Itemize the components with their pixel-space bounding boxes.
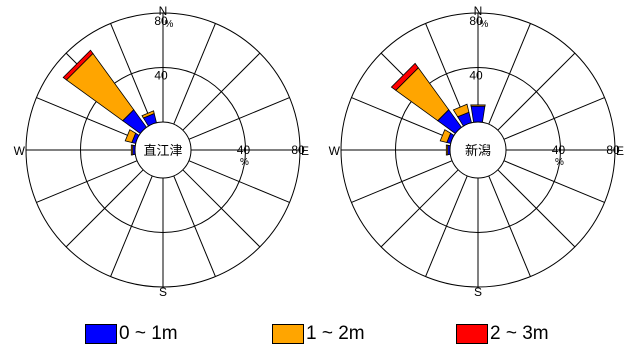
legend-swatch-0-1m [85, 324, 117, 344]
spoke-ENE [503, 97, 605, 140]
spoke-SE [182, 169, 261, 248]
petal-NW-3 [390, 62, 419, 91]
tick-north-40: 40 [469, 69, 483, 83]
spoke-NNE [173, 23, 216, 125]
spoke-SSW [110, 175, 153, 277]
legend-item-1-2m: 1 ~ 2m [272, 322, 365, 346]
spoke-NE [497, 52, 576, 131]
legend-label-0-1m: 0 ~ 1m [119, 323, 178, 344]
legend-item-2-3m: 2 ~ 3m [456, 322, 549, 346]
petal-NNW-2 [141, 110, 155, 119]
unit-east: % [240, 157, 249, 168]
spoke-ESE [503, 160, 605, 203]
station-label: 新潟 [465, 143, 491, 158]
wind-rose-2: 新潟 N S E W 40 40 80 80%% [329, 4, 624, 299]
spoke-WSW [36, 160, 138, 203]
tick-north-80: 80 [154, 14, 168, 28]
legend-swatch-2-3m [456, 324, 488, 344]
spoke-NNW [110, 23, 153, 125]
petal-N-1 [470, 105, 486, 123]
petal-W-2 [445, 144, 449, 156]
tick-east-80: 80 [606, 143, 620, 157]
unit-north: % [165, 19, 174, 30]
legend: 0 ~ 1m 1 ~ 2m 2 ~ 3m [0, 322, 637, 346]
unit-east: % [555, 157, 564, 168]
petal-WNW-2 [124, 129, 137, 143]
east-label: E [301, 144, 309, 158]
petal-NW-3 [62, 49, 94, 81]
spoke-SW [65, 169, 144, 248]
legend-item-0-1m: 0 ~ 1m [85, 322, 178, 346]
legend-swatch-1-2m [272, 324, 304, 344]
petal-NNW-2 [452, 103, 470, 118]
legend-label-2-3m: 2 ~ 3m [490, 323, 549, 344]
spoke-NE [182, 52, 261, 131]
west-label: W [329, 144, 341, 158]
wind-rose-1: 直江津 N S E W 40 40 80 80%% [14, 4, 309, 299]
spoke-WNW [36, 97, 138, 140]
tick-east-40: 40 [552, 143, 566, 157]
spoke-SE [497, 169, 576, 248]
spoke-SW [380, 169, 459, 248]
center-circle [134, 121, 192, 179]
unit-north: % [480, 19, 489, 30]
spoke-NNE [488, 23, 531, 125]
spoke-SSE [173, 175, 216, 277]
tick-north-40: 40 [154, 69, 168, 83]
tick-east-40: 40 [237, 143, 251, 157]
tick-east-80: 80 [291, 143, 305, 157]
north-label: N [159, 4, 168, 18]
east-label: E [616, 144, 624, 158]
spoke-SSE [488, 175, 531, 277]
station-label: 直江津 [143, 143, 182, 158]
legend-label-1-2m: 1 ~ 2m [306, 323, 365, 344]
spoke-ENE [188, 97, 290, 140]
west-label: W [14, 144, 26, 158]
petal-N-2 [470, 104, 486, 107]
north-label: N [474, 4, 483, 18]
spoke-WSW [351, 160, 453, 203]
spoke-WNW [351, 97, 453, 140]
tick-north-80: 80 [469, 14, 483, 28]
spoke-SSW [425, 175, 468, 277]
spoke-ESE [188, 160, 290, 203]
center-circle [449, 121, 507, 179]
petal-WNW-2 [439, 129, 452, 143]
petal-W-2 [130, 144, 134, 156]
south-label: S [159, 285, 167, 299]
south-label: S [474, 285, 482, 299]
